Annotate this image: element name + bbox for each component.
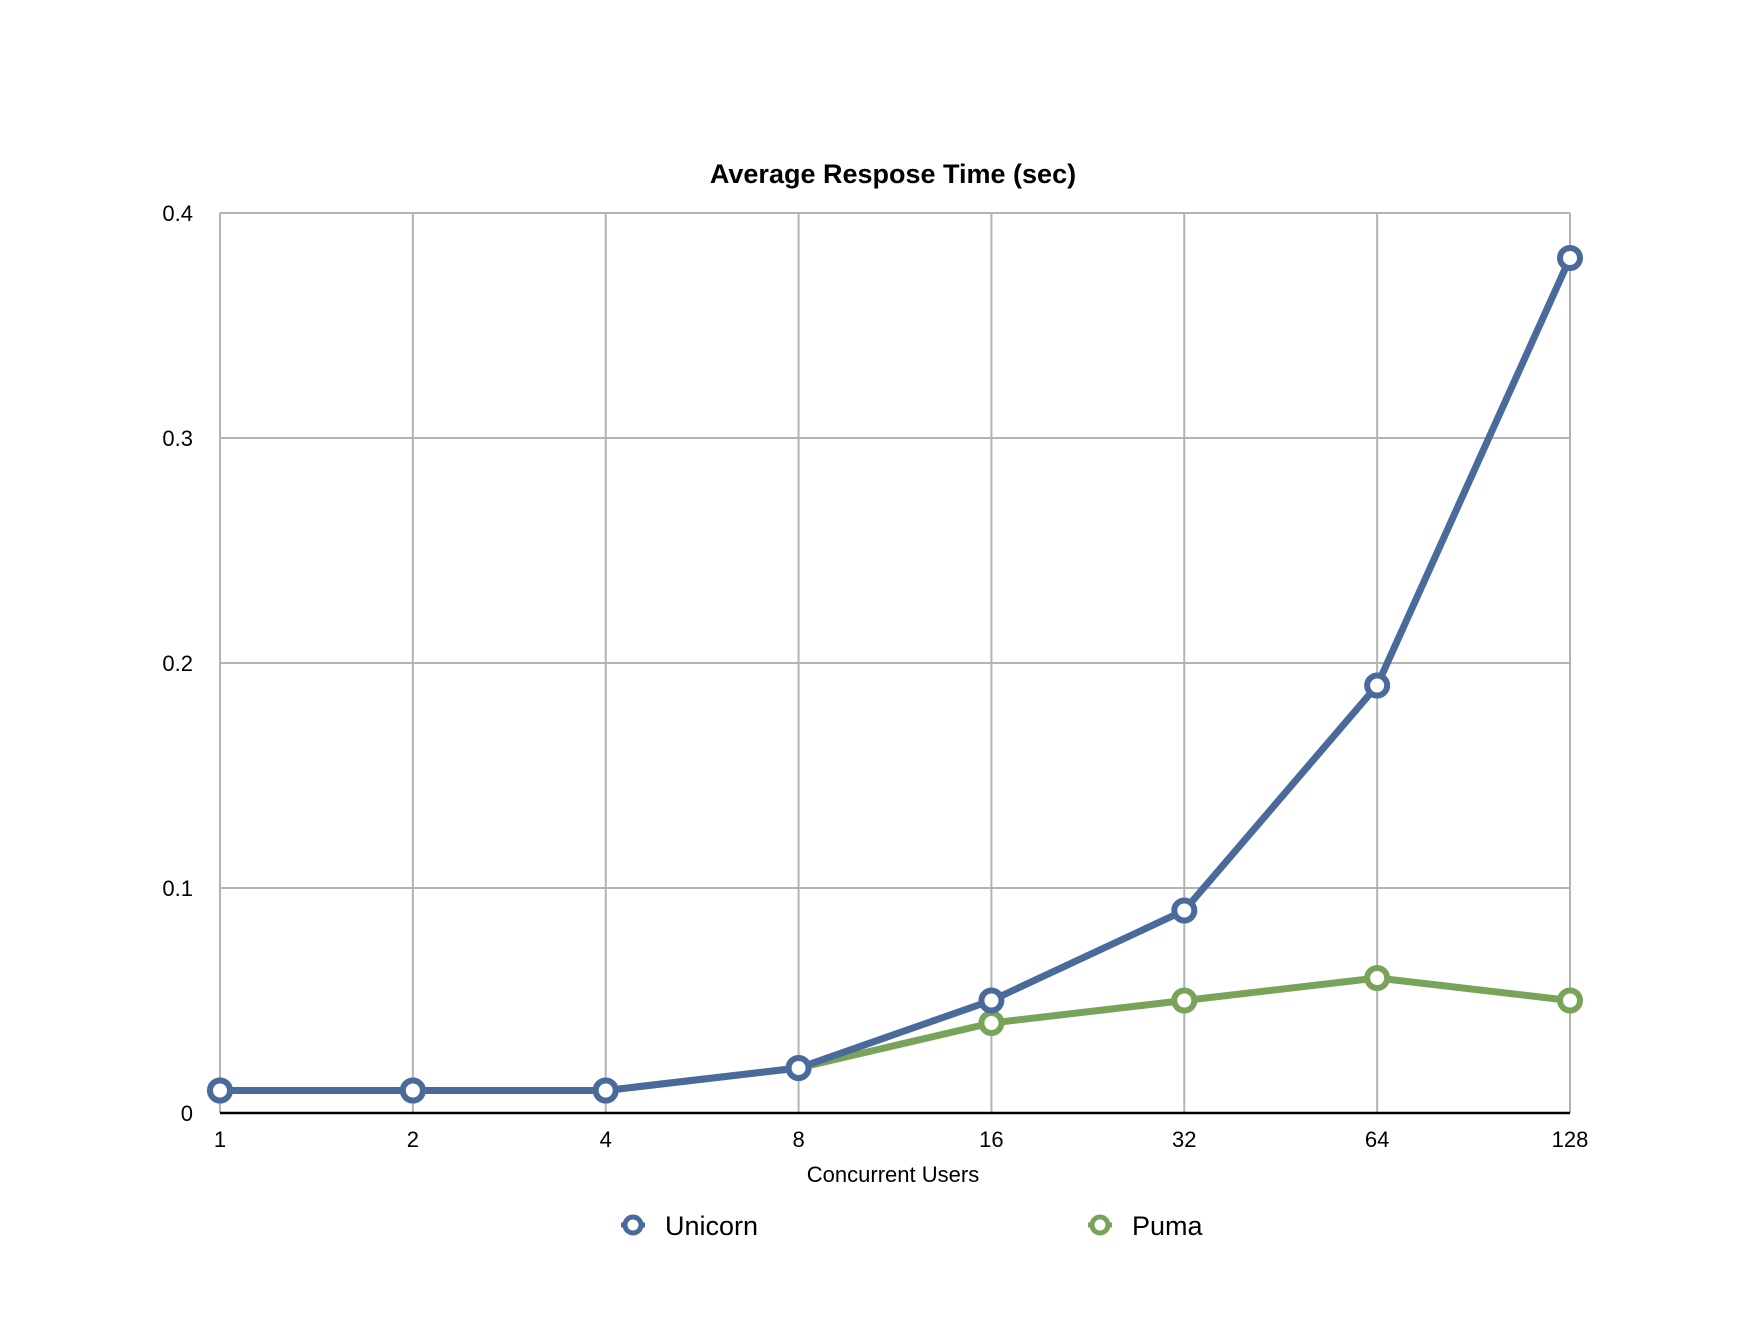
y-tick-label: 0.3: [162, 426, 193, 451]
legend-label-unicorn: Unicorn: [665, 1211, 758, 1241]
legend: Unicorn Puma: [621, 1211, 1204, 1241]
x-tick-label: 2: [407, 1127, 419, 1152]
data-point-puma: [978, 1010, 1005, 1036]
y-tick-label: 0.1: [162, 876, 193, 901]
y-tick-label: 0.2: [162, 651, 193, 676]
data-point-unicorn: [1364, 672, 1391, 699]
series-line-unicorn: [216, 254, 1574, 1094]
chart-title: Average Respose Time (sec): [710, 159, 1076, 189]
x-tick-label: 4: [600, 1127, 612, 1152]
data-point-puma: [1364, 965, 1391, 991]
data-point-unicorn: [399, 1077, 426, 1104]
data-point-puma: [1171, 987, 1198, 1014]
x-tick-label: 32: [1172, 1127, 1196, 1152]
y-tick-label: 0.4: [162, 201, 193, 226]
x-tick-label: 8: [792, 1127, 804, 1152]
legend-label-puma: Puma: [1132, 1211, 1204, 1241]
x-tick-label: 64: [1365, 1127, 1389, 1152]
data-point-unicorn: [1171, 897, 1198, 924]
legend-marker-unicorn: [622, 1214, 644, 1236]
y-tick-label: 0: [181, 1101, 193, 1126]
x-tick-label: 16: [979, 1127, 1003, 1152]
x-tick-label: 128: [1552, 1127, 1589, 1152]
y-axis-ticks: 0 0.1 0.2 0.3 0.4: [162, 201, 193, 1126]
data-point-unicorn: [785, 1055, 812, 1081]
data-point-unicorn: [592, 1077, 619, 1104]
legend-marker-puma: [1089, 1214, 1111, 1236]
series-layer: [207, 245, 1583, 1104]
data-point-unicorn: [978, 987, 1005, 1014]
data-point-puma: [1557, 987, 1583, 1014]
x-tick-label: 1: [214, 1127, 226, 1152]
data-point-unicorn: [207, 1077, 233, 1104]
data-point-unicorn: [1557, 245, 1583, 271]
x-axis-label: Concurrent Users: [807, 1162, 979, 1187]
x-axis-ticks: 1 2 4 8 16 32 64 128: [214, 1127, 1588, 1152]
grid: [219, 212, 1571, 1113]
